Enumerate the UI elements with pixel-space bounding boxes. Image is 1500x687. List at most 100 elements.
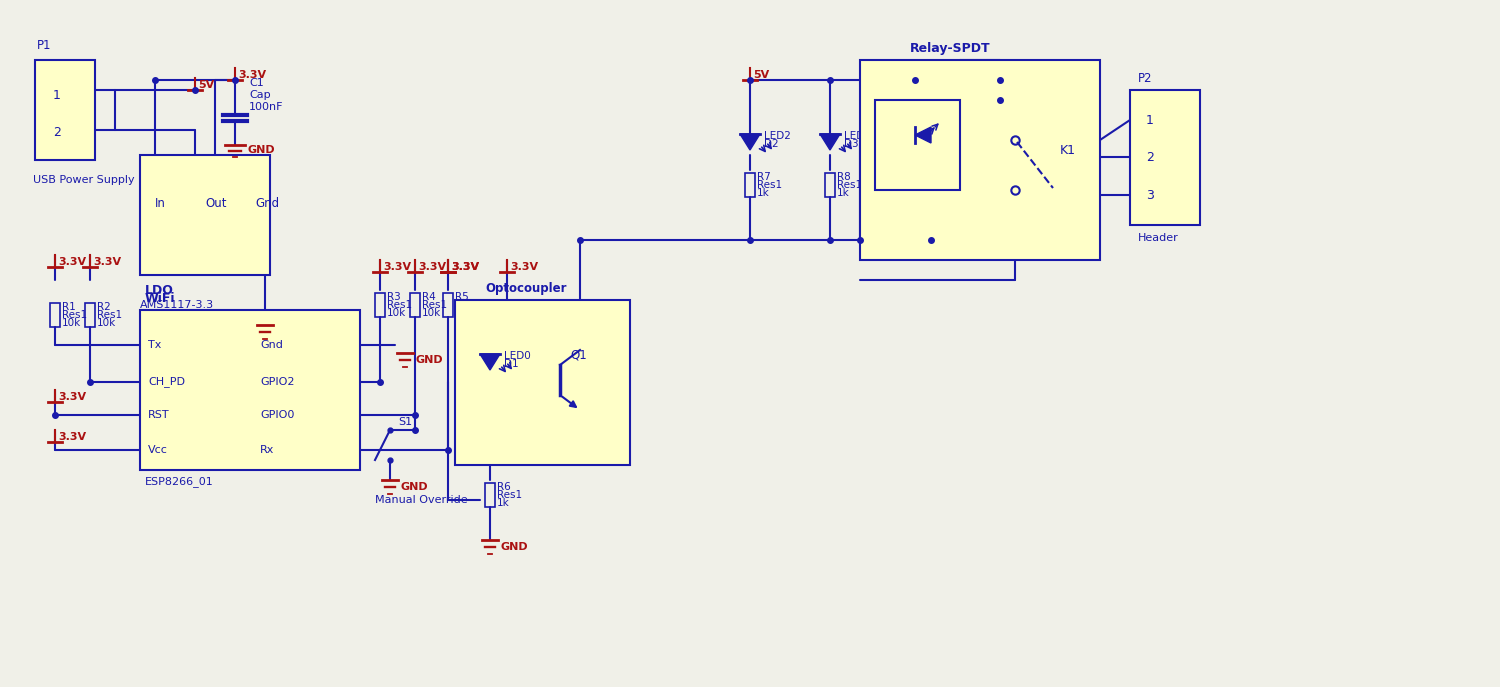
Bar: [442, 293, 453, 317]
Text: 3.3V: 3.3V: [382, 262, 411, 272]
Polygon shape: [821, 134, 840, 150]
Text: USB Power Supply: USB Power Supply: [33, 175, 135, 185]
Bar: [874, 100, 960, 190]
Text: D3: D3: [844, 139, 858, 149]
Text: R5: R5: [454, 292, 468, 302]
Text: R6: R6: [496, 482, 510, 492]
Text: GND: GND: [416, 355, 442, 365]
Text: 3.3V: 3.3V: [58, 432, 86, 442]
Text: 3.3V: 3.3V: [238, 70, 266, 80]
Text: Gnd: Gnd: [260, 340, 284, 350]
Text: Res1: Res1: [758, 180, 782, 190]
Text: D2: D2: [764, 139, 778, 149]
Text: GND: GND: [274, 327, 303, 337]
Text: P2: P2: [1138, 71, 1152, 85]
Text: 2: 2: [53, 126, 62, 139]
Bar: [746, 173, 754, 197]
Bar: [410, 293, 420, 317]
Text: LED3: LED3: [844, 131, 871, 141]
Text: Q1: Q1: [570, 348, 586, 361]
Bar: [375, 293, 386, 317]
Text: C1: C1: [249, 78, 264, 88]
Text: Res1: Res1: [62, 310, 87, 320]
Bar: [50, 303, 60, 327]
Polygon shape: [480, 354, 500, 370]
Text: Relay-SPDT: Relay-SPDT: [910, 41, 990, 54]
Polygon shape: [915, 127, 932, 143]
Bar: [825, 173, 836, 197]
Text: LDO: LDO: [146, 284, 174, 297]
Text: 2: 2: [1146, 150, 1154, 164]
Text: LED0: LED0: [504, 351, 531, 361]
Bar: [140, 310, 360, 470]
Bar: [454, 300, 630, 465]
Text: 1: 1: [1146, 113, 1154, 126]
Text: WiFi: WiFi: [146, 291, 176, 304]
Text: Tx: Tx: [148, 340, 162, 350]
Text: 3.3V: 3.3V: [58, 392, 86, 402]
Text: Diode: Diode: [933, 132, 963, 142]
Text: R7: R7: [758, 172, 771, 182]
Bar: [140, 155, 270, 275]
Text: 10k: 10k: [422, 308, 441, 318]
Text: GPIO0: GPIO0: [260, 410, 294, 420]
Text: Res1: Res1: [422, 300, 447, 310]
Text: R3: R3: [387, 292, 400, 302]
Text: 3.3V: 3.3V: [452, 262, 478, 272]
Text: GND: GND: [400, 482, 427, 492]
Text: R1: R1: [62, 302, 76, 312]
Text: Out: Out: [206, 196, 226, 210]
Text: In: In: [154, 196, 166, 210]
Text: P1: P1: [38, 39, 51, 52]
Text: LED2: LED2: [764, 131, 790, 141]
Text: Res1: Res1: [98, 310, 122, 320]
Text: R4: R4: [422, 292, 436, 302]
Bar: [86, 303, 94, 327]
Text: GPIO2: GPIO2: [260, 377, 294, 387]
Text: ESP8266_01: ESP8266_01: [146, 477, 214, 488]
Text: 10k: 10k: [454, 308, 474, 318]
Bar: [859, 60, 1100, 260]
Text: 5V: 5V: [753, 70, 770, 80]
Polygon shape: [740, 134, 760, 150]
Text: 10k: 10k: [387, 308, 406, 318]
Bar: [34, 60, 94, 160]
Text: Rx: Rx: [260, 445, 274, 455]
Text: Gnd: Gnd: [255, 196, 279, 210]
Text: 100nF: 100nF: [249, 102, 284, 112]
Text: D4: D4: [933, 124, 948, 134]
Text: K1: K1: [1060, 144, 1076, 157]
Text: R8: R8: [837, 172, 850, 182]
Text: CH_PD: CH_PD: [148, 376, 184, 387]
Text: Optocoupler: Optocoupler: [484, 282, 567, 295]
Text: Manual Override: Manual Override: [375, 495, 468, 505]
Text: 1k: 1k: [837, 188, 849, 198]
Text: R2: R2: [98, 302, 111, 312]
Bar: [484, 483, 495, 507]
Text: 5V: 5V: [198, 80, 214, 90]
Text: 1k: 1k: [496, 498, 510, 508]
Text: 3.3V: 3.3V: [510, 262, 538, 272]
Text: 3.3V: 3.3V: [93, 257, 122, 267]
Text: 1k: 1k: [758, 188, 770, 198]
Text: GND: GND: [248, 145, 274, 155]
Text: Res1: Res1: [496, 490, 522, 500]
Text: D1: D1: [504, 359, 519, 369]
Text: Header: Header: [1138, 233, 1179, 243]
Text: 10k: 10k: [98, 318, 117, 328]
Text: RST: RST: [148, 410, 170, 420]
Text: Res1: Res1: [837, 180, 862, 190]
Text: 3.3V: 3.3V: [419, 262, 446, 272]
Text: 3.3V: 3.3V: [58, 257, 86, 267]
Text: Cap: Cap: [249, 90, 270, 100]
Text: Res1: Res1: [387, 300, 412, 310]
Text: 10k: 10k: [62, 318, 81, 328]
Text: 1: 1: [53, 89, 62, 102]
Text: 3.3V: 3.3V: [452, 262, 478, 272]
Text: Res1: Res1: [454, 300, 480, 310]
Text: Vcc: Vcc: [148, 445, 168, 455]
Text: S1: S1: [398, 417, 412, 427]
Bar: [1130, 90, 1200, 225]
Text: 3: 3: [1146, 188, 1154, 201]
Text: AMS1117-3.3: AMS1117-3.3: [140, 300, 214, 310]
